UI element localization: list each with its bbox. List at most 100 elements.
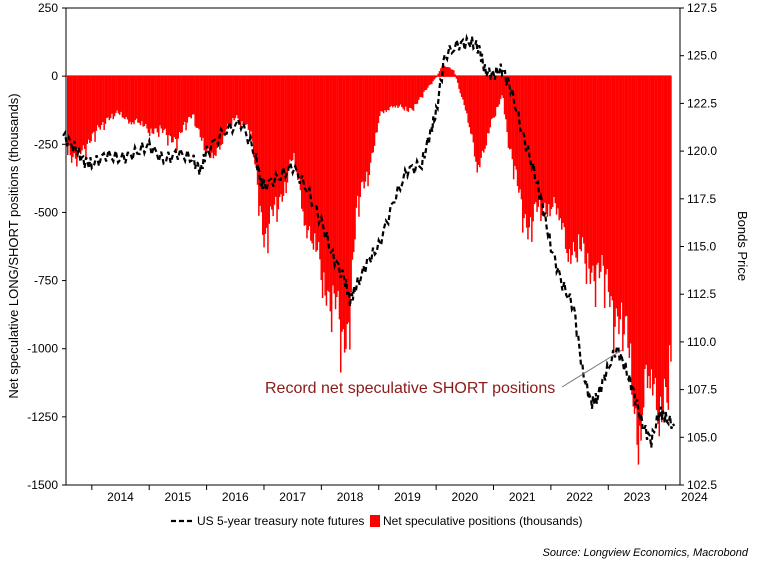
position-bar [484,76,486,149]
position-bar [176,76,178,151]
position-bar [113,76,116,117]
position-bar [251,76,254,142]
position-bar [224,76,226,137]
position-bar [106,76,108,119]
position-bar [493,76,495,118]
position-bar [211,76,213,153]
position-bar [198,76,200,130]
position-bar [418,76,420,100]
position-bar [233,76,235,121]
position-bar [415,76,417,105]
position-bar [597,76,599,263]
position-bar [128,76,130,124]
position-bar [347,76,350,323]
position-bar [267,76,269,254]
position-bar [406,76,408,111]
right-axis-label: Bonds Price [735,211,750,281]
x-tick-label: 2023 [624,490,651,504]
position-bar [122,76,125,118]
position-bar [603,76,606,308]
position-bar [424,76,426,91]
position-bar [438,71,441,77]
position-bar [98,76,100,128]
position-bar [117,76,120,114]
position-bar [225,76,228,130]
position-bar [94,76,96,142]
position-bar [82,76,85,146]
position-bar [522,76,524,233]
position-bar [577,76,580,235]
position-bar [596,76,598,265]
position-bar [156,76,159,133]
position-bar [462,76,464,100]
position-bar [533,76,536,205]
position-bar [220,76,222,146]
position-bar [382,76,385,114]
position-bar [152,76,155,134]
position-bar [486,76,489,134]
position-bar [184,76,186,122]
position-bar [73,76,75,154]
position-bar [649,76,651,389]
position-bar [246,76,248,125]
position-bar [646,76,649,389]
right-axis-ticks: 127.5 125.0 122.5 120.0 117.5 115.0 112.5 110.0… [680,1,717,492]
position-bar [641,76,644,416]
right-tick-label: 110.0 [687,335,716,349]
position-bar [633,76,636,414]
position-bar [554,76,556,204]
position-bar [143,76,146,127]
position-bar [592,76,594,266]
position-bar [242,76,244,126]
position-bar [423,76,425,92]
position-bar [373,76,376,146]
x-tick-label: 2018 [337,490,364,504]
position-bar [109,76,112,119]
position-bar [512,76,515,180]
position-bar [93,76,95,132]
position-bar [139,76,142,126]
position-bar [575,76,577,258]
position-bar [120,76,122,112]
position-bar [328,76,330,292]
position-bar [161,76,164,133]
position-bar [308,76,311,227]
position-bar [377,76,380,124]
position-bar [354,76,356,240]
position-bar [666,76,668,403]
position-bar [557,76,559,209]
position-bar [286,76,289,183]
right-tick-label: 127.5 [687,1,717,15]
position-bar [276,76,278,222]
position-bar [593,76,595,282]
position-bar [351,76,354,260]
position-bar [528,76,530,228]
position-bar [453,70,455,77]
position-bar [299,76,302,191]
position-bar [145,76,147,124]
position-bar [598,76,601,279]
position-bar [648,76,650,377]
position-bar [379,76,381,116]
position-bar [169,76,172,137]
position-bar [550,76,553,210]
position-bar [371,76,373,154]
position-bar [611,76,614,301]
position-bar [219,76,221,150]
position-bar [150,76,152,129]
position-bar [268,76,270,224]
annotation-text: Record net speculative SHORT positions [265,380,555,397]
position-bar [627,76,629,348]
position-bar [151,76,153,134]
position-bar [529,76,532,218]
position-bar [562,76,564,223]
position-bar [502,76,504,99]
right-tick-label: 120.0 [687,144,717,158]
right-tick-label: 107.5 [687,383,717,397]
position-bar [342,76,345,330]
position-bar [278,76,281,198]
position-bar [158,76,160,137]
position-bar [306,76,308,239]
position-bar [618,76,620,335]
position-bar [281,76,283,202]
